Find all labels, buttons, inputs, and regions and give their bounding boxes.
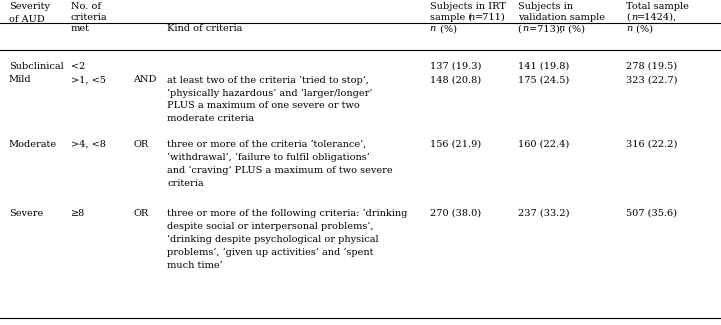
Text: ≥8: ≥8	[71, 209, 85, 218]
Text: 148 (20.8): 148 (20.8)	[430, 75, 481, 84]
Text: ‘physically hazardous’ and ‘larger/longer’: ‘physically hazardous’ and ‘larger/longe…	[167, 88, 373, 98]
Text: Kind of criteria: Kind of criteria	[167, 24, 243, 33]
Text: despite social or interpersonal problems’,: despite social or interpersonal problems…	[167, 222, 373, 231]
Text: 156 (21.9): 156 (21.9)	[430, 140, 481, 149]
Text: n: n	[469, 13, 475, 22]
Text: and ‘craving’ PLUS a maximum of two severe: and ‘craving’ PLUS a maximum of two seve…	[167, 166, 393, 175]
Text: (%): (%)	[565, 24, 585, 33]
Text: AND: AND	[133, 75, 156, 84]
Text: Subjects in: Subjects in	[518, 2, 572, 11]
Text: ‘drinking despite psychological or physical: ‘drinking despite psychological or physi…	[167, 235, 379, 244]
Text: No. of: No. of	[71, 2, 101, 11]
Text: 237 (33.2): 237 (33.2)	[518, 209, 569, 218]
Text: Severe: Severe	[9, 209, 43, 218]
Text: of AUD: of AUD	[9, 15, 45, 24]
Text: three or more of the criteria ‘tolerance’,: three or more of the criteria ‘tolerance…	[167, 140, 366, 149]
Text: (: (	[518, 24, 521, 33]
Text: Moderate: Moderate	[9, 140, 57, 149]
Text: PLUS a maximum of one severe or two: PLUS a maximum of one severe or two	[167, 101, 360, 111]
Text: n: n	[430, 24, 436, 33]
Text: n: n	[523, 24, 529, 33]
Text: (%): (%)	[437, 24, 457, 33]
Text: criteria: criteria	[167, 179, 204, 188]
Text: much time’: much time’	[167, 261, 223, 270]
Text: 270 (38.0): 270 (38.0)	[430, 209, 481, 218]
Text: sample (: sample (	[430, 13, 472, 22]
Text: 278 (19.5): 278 (19.5)	[626, 62, 677, 71]
Text: problems’, ‘given up activities’ and ‘spent: problems’, ‘given up activities’ and ‘sp…	[167, 248, 373, 257]
Text: at least two of the criteria ‘tried to stop’,: at least two of the criteria ‘tried to s…	[167, 75, 369, 85]
Text: Total sample: Total sample	[626, 2, 689, 11]
Text: =713),: =713),	[529, 24, 566, 33]
Text: Mild: Mild	[9, 75, 31, 84]
Text: Subclinical: Subclinical	[9, 62, 63, 71]
Text: 507 (35.6): 507 (35.6)	[626, 209, 677, 218]
Text: <2: <2	[71, 62, 85, 71]
Text: >1, <5: >1, <5	[71, 75, 105, 84]
Text: (%): (%)	[633, 24, 653, 33]
Text: >4, <8: >4, <8	[71, 140, 105, 149]
Text: validation sample: validation sample	[518, 13, 605, 22]
Text: Severity: Severity	[9, 2, 50, 11]
Text: three or more of the following criteria: ‘drinking: three or more of the following criteria:…	[167, 209, 407, 218]
Text: OR: OR	[133, 209, 149, 218]
Text: 160 (22.4): 160 (22.4)	[518, 140, 569, 149]
Text: =711): =711)	[475, 13, 506, 22]
Text: n: n	[559, 24, 565, 33]
Text: (: (	[626, 13, 629, 22]
Text: =1424),: =1424),	[637, 13, 678, 22]
Text: 141 (19.8): 141 (19.8)	[518, 62, 569, 71]
Text: n: n	[631, 13, 637, 22]
Text: 175 (24.5): 175 (24.5)	[518, 75, 569, 84]
Text: n: n	[626, 24, 632, 33]
Text: met: met	[71, 24, 89, 33]
Text: moderate criteria: moderate criteria	[167, 114, 255, 124]
Text: ‘withdrawal’, ‘failure to fulfil obligations’: ‘withdrawal’, ‘failure to fulfil obligat…	[167, 153, 370, 162]
Text: 323 (22.7): 323 (22.7)	[626, 75, 677, 84]
Text: criteria: criteria	[71, 13, 107, 22]
Text: 316 (22.2): 316 (22.2)	[626, 140, 677, 149]
Text: 137 (19.3): 137 (19.3)	[430, 62, 481, 71]
Text: Subjects in IRT: Subjects in IRT	[430, 2, 505, 11]
Text: OR: OR	[133, 140, 149, 149]
